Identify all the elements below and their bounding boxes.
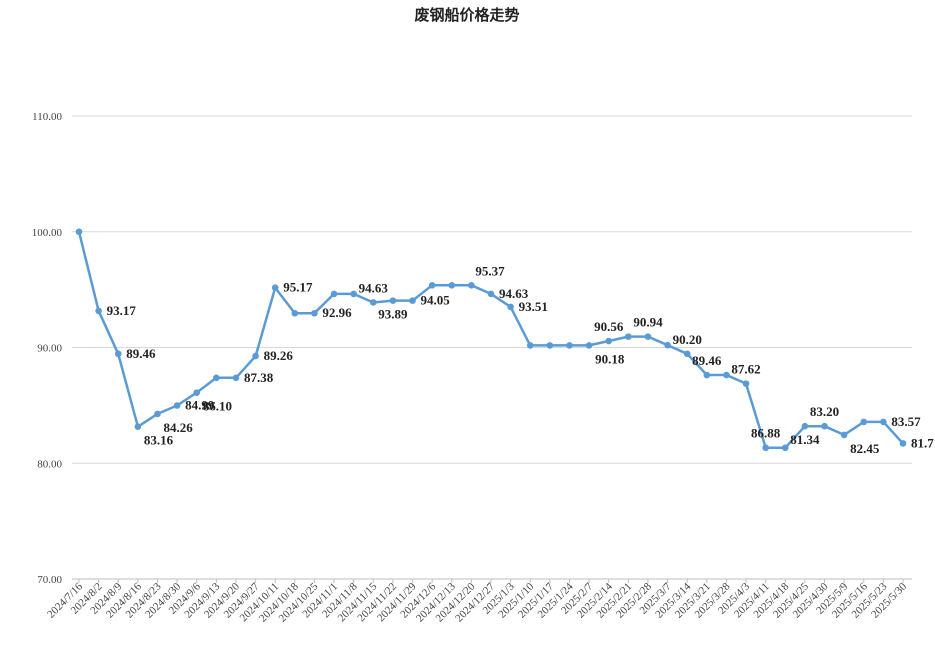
data-point [821, 422, 828, 430]
data-point [526, 342, 534, 349]
data-label: 89.26 [264, 348, 294, 363]
data-point [350, 290, 357, 298]
data-point [389, 297, 397, 304]
data-point [664, 341, 671, 349]
chart-title: 废钢船价格走势 [414, 6, 519, 24]
data-point [605, 337, 613, 345]
data-label: 84.26 [163, 420, 193, 435]
data-label: 89.46 [126, 346, 156, 361]
data-point [781, 444, 789, 452]
data-label: 93.51 [519, 299, 548, 314]
data-point [134, 423, 142, 430]
data-point [487, 290, 495, 298]
data-point [448, 282, 456, 289]
data-label: 94.63 [499, 286, 529, 301]
data-point [546, 342, 554, 349]
data-label: 83.57 [891, 414, 921, 429]
data-label: 93.17 [107, 303, 137, 318]
data-label: 87.62 [731, 362, 760, 377]
data-label: 90.56 [594, 319, 624, 334]
data-label: 82.45 [850, 441, 880, 456]
data-label: 94.05 [421, 293, 451, 308]
data-point [468, 282, 475, 289]
data-point [114, 350, 122, 358]
data-point [585, 342, 593, 349]
data-point [232, 374, 240, 382]
data-label: 92.96 [322, 305, 352, 320]
data-point [507, 303, 514, 311]
data-point [860, 418, 868, 426]
series-price [75, 228, 907, 452]
data-point [291, 309, 299, 317]
data-point [644, 333, 652, 340]
data-label: 81.34 [790, 432, 820, 447]
data-point [762, 444, 769, 452]
data-label: 90.94 [633, 315, 663, 330]
data-label: 89.46 [692, 353, 722, 368]
data-point [252, 352, 259, 360]
data-label: 86.88 [751, 426, 781, 441]
y-tick-label: 100.00 [32, 227, 63, 239]
data-label: 87.38 [244, 370, 274, 385]
y-tick-label: 90.00 [37, 343, 62, 355]
data-label: 90.20 [673, 332, 702, 347]
data-point [369, 299, 377, 306]
data-point [154, 410, 161, 418]
data-label: 95.17 [283, 280, 313, 295]
data-label: 83.20 [810, 404, 839, 419]
data-point [193, 389, 201, 396]
data-point [173, 402, 181, 409]
data-point [742, 380, 750, 387]
data-point [330, 290, 338, 298]
data-point [409, 297, 416, 304]
data-label: 94.63 [359, 280, 389, 295]
data-point [723, 371, 730, 379]
gridlines [72, 115, 912, 580]
data-point [271, 284, 279, 291]
x-axis-ticks: 2024/7/162024/8/22024/8/92024/8/162024/8… [45, 579, 909, 625]
data-point [683, 350, 691, 358]
data-point [566, 342, 573, 349]
data-point [703, 371, 711, 379]
data-point [625, 333, 632, 340]
data-label: 90.18 [595, 351, 625, 366]
data-point [880, 418, 887, 426]
data-point [75, 228, 83, 236]
data-point [311, 309, 318, 317]
data-label: 83.16 [144, 433, 174, 448]
y-axis-ticks: 70.00 80.00 90.00 100.00 110.00 [32, 111, 63, 586]
y-tick-label: 80.00 [37, 458, 62, 470]
data-label: 81.71 [911, 435, 935, 450]
y-tick-label: 110.00 [32, 111, 62, 123]
data-point [840, 431, 848, 439]
y-tick-label: 70.00 [37, 574, 62, 586]
data-point [95, 307, 102, 315]
data-label: 95.37 [475, 263, 505, 278]
data-label: 86.10 [203, 399, 232, 414]
data-point [213, 374, 220, 382]
data-label: 93.89 [378, 307, 408, 322]
data-point [801, 422, 809, 430]
data-label: 84.99 [185, 397, 215, 412]
data-point [899, 440, 907, 447]
data-point [428, 282, 436, 289]
